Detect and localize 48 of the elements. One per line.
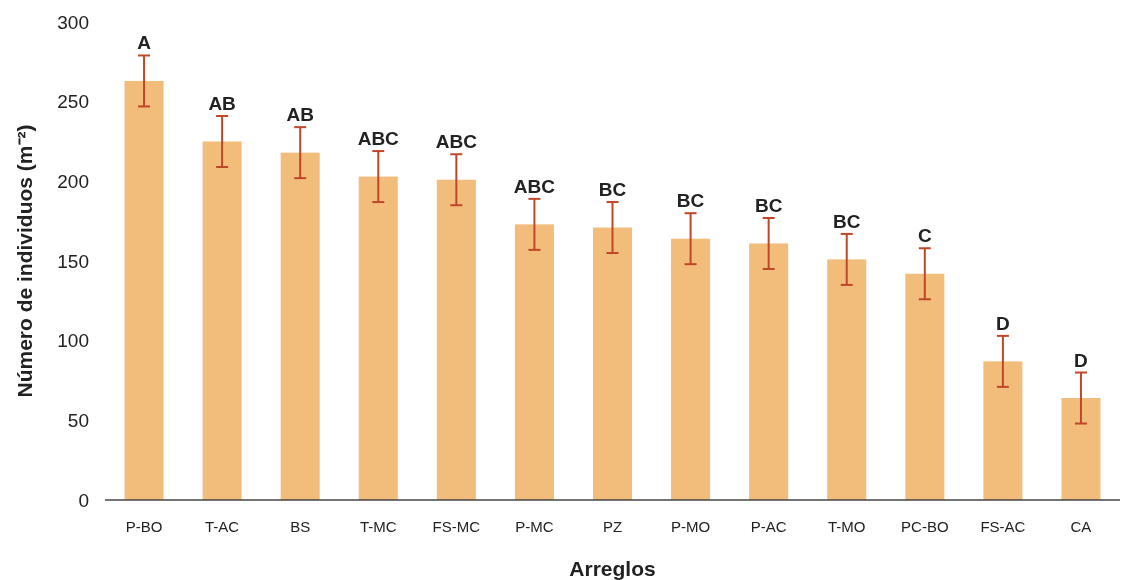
bar <box>592 227 633 500</box>
x-tick-label: FS-AC <box>980 518 1026 535</box>
bar <box>671 238 711 500</box>
y-tick-label: 250 <box>57 91 89 113</box>
annotation: BC <box>676 190 705 212</box>
annotation: AB <box>286 104 314 126</box>
bar <box>202 141 242 500</box>
x-axis-title: Arreglos <box>569 557 656 580</box>
x-tick-label: T-MC <box>359 518 397 535</box>
x-tick-label: T-AC <box>205 518 240 535</box>
annotation: ABC <box>513 175 556 197</box>
bar <box>514 224 554 500</box>
bar <box>827 259 867 500</box>
bar <box>280 152 320 500</box>
annotation: D <box>1074 349 1088 371</box>
annotation: ABC <box>357 128 400 150</box>
annotation: BC <box>598 179 627 201</box>
y-axis-title: Número de individuos (m⁻²) <box>13 124 36 398</box>
bar <box>749 243 789 500</box>
x-tick-label: P-AC <box>750 518 787 535</box>
y-tick-label: 0 <box>78 489 89 511</box>
annotation: BC <box>833 210 861 232</box>
y-tick-label: 100 <box>57 330 89 352</box>
x-tick-label: T-MO <box>827 518 866 535</box>
x-tick-label: P-MC <box>515 518 554 535</box>
annotation: A <box>137 32 152 54</box>
x-tick-label: CA <box>1070 518 1092 535</box>
x-tick-label: P-MO <box>670 518 711 535</box>
x-tick-label: FS-MC <box>432 518 481 535</box>
bar <box>1061 398 1101 500</box>
annotation: C <box>917 225 932 247</box>
x-tick-label: PC-BO <box>901 518 949 535</box>
bar <box>983 361 1023 500</box>
annotation: AB <box>208 93 236 115</box>
y-tick-label: 200 <box>57 170 89 192</box>
x-tick-label: BS <box>290 518 311 535</box>
bar <box>124 80 164 500</box>
x-tick-label: P-BO <box>125 518 163 535</box>
annotation: ABC <box>435 131 478 153</box>
y-tick-label: 150 <box>57 250 89 272</box>
bar <box>436 179 476 500</box>
annotation: D <box>996 312 1010 334</box>
y-tick-label: 300 <box>57 11 89 33</box>
annotation: BC <box>754 194 783 216</box>
x-tick-label: PZ <box>602 518 623 535</box>
bar <box>358 176 398 500</box>
y-tick-label: 50 <box>67 409 89 431</box>
bar <box>905 273 945 500</box>
